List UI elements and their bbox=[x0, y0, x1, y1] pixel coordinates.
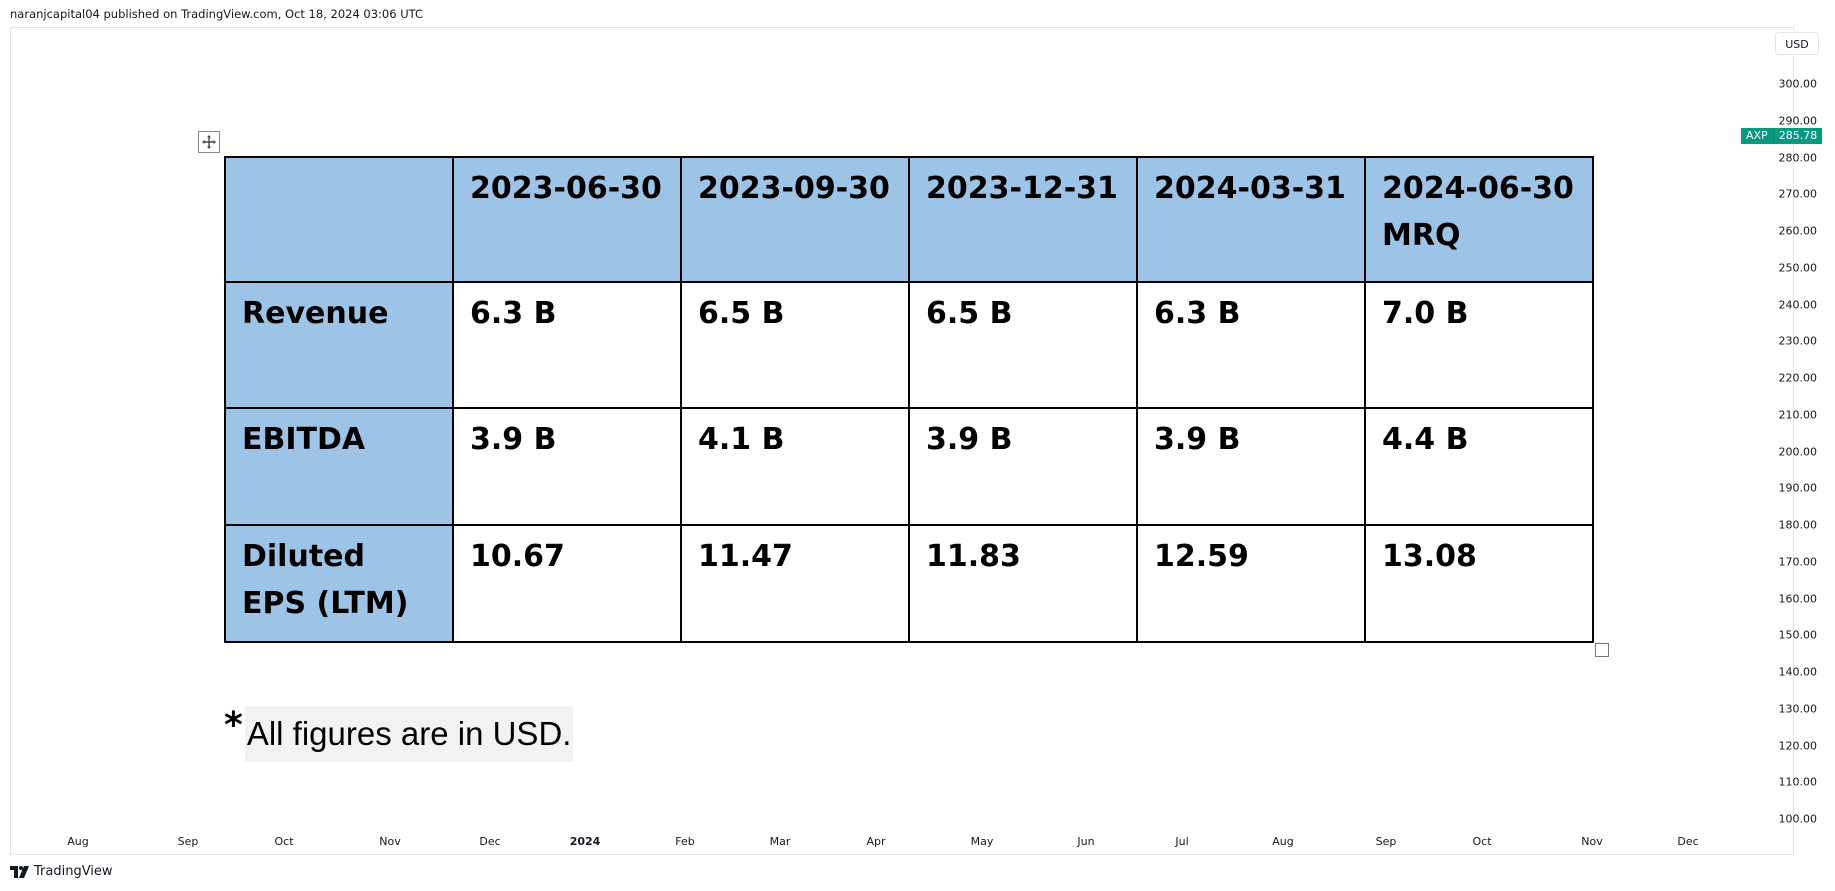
price-tick-label: 210.00 bbox=[1778, 408, 1818, 422]
price-tick-label: 120.00 bbox=[1778, 739, 1818, 752]
price-tick-label: 160.00 bbox=[1778, 592, 1818, 605]
last-price-label: AXP 285.78 bbox=[1741, 128, 1823, 144]
time-tick-label: Nov bbox=[1581, 835, 1603, 848]
price-label-symbol: AXP bbox=[1741, 128, 1774, 144]
chart-frame bbox=[10, 27, 1794, 855]
price-axis[interactable]: 300.00 290.00 280.00 270.00 260.00 250.00 240.… bbox=[1765, 27, 1835, 827]
time-tick-label: Aug bbox=[1272, 835, 1294, 848]
price-tick-label: 180.00 bbox=[1778, 518, 1818, 532]
time-tick-label: Oct bbox=[274, 835, 294, 848]
column-header: 2023-12-31 bbox=[908, 156, 1138, 283]
price-tick-label: 280.00 bbox=[1778, 151, 1818, 164]
time-tick-label: Apr bbox=[866, 835, 886, 848]
table-cell: 3.9 B bbox=[908, 407, 1138, 526]
table-cell: 3.9 B bbox=[452, 407, 682, 526]
price-tick-label: 150.00 bbox=[1778, 628, 1818, 642]
time-tick-label: Oct bbox=[1472, 835, 1492, 848]
price-tick-label: 260.00 bbox=[1778, 224, 1818, 238]
price-tick-label: 190.00 bbox=[1778, 481, 1818, 495]
time-tick-label: Aug bbox=[67, 835, 89, 848]
table-header-row: 2023-06-30 2023-09-30 2023-12-31 2024-03… bbox=[224, 156, 1594, 283]
row-header: Revenue bbox=[224, 281, 454, 409]
time-tick-label: Feb bbox=[675, 835, 695, 848]
footer-brand: TradingView bbox=[34, 864, 113, 879]
time-tick-label: May bbox=[970, 835, 994, 848]
column-header: 2024-03-31 bbox=[1136, 156, 1366, 283]
table-cell: 6.3 B bbox=[1136, 281, 1366, 409]
time-tick-label: Jun bbox=[1077, 835, 1095, 848]
footnote-asterisk: * bbox=[224, 705, 243, 746]
table-row: Diluted EPS (LTM) 10.67 11.47 11.83 12.5… bbox=[224, 524, 1594, 643]
price-tick-label: 300.00 bbox=[1778, 77, 1818, 91]
table-cell: 3.9 B bbox=[1136, 407, 1366, 526]
tradingview-logo[interactable]: TradingView bbox=[10, 864, 113, 879]
table-cell: 11.47 bbox=[680, 524, 910, 643]
price-tick-label: 100.00 bbox=[1778, 812, 1818, 826]
table-cell: 12.59 bbox=[1136, 524, 1366, 643]
time-tick-label: Jul bbox=[1175, 835, 1189, 848]
table-cell: 6.5 B bbox=[680, 281, 910, 409]
time-tick-label: Mar bbox=[769, 835, 791, 848]
time-tick-label: Nov bbox=[379, 835, 401, 848]
time-tick-label: Sep bbox=[177, 835, 199, 848]
price-tick-label: 270.00 bbox=[1778, 187, 1818, 201]
price-tick-label: 110.00 bbox=[1778, 775, 1818, 789]
table-cell: 13.08 bbox=[1364, 524, 1594, 643]
time-axis[interactable]: Aug Sep Oct Nov Dec 2024 Feb Mar Apr May Jun Jul Aug… bbox=[10, 828, 1765, 852]
table-cell: 4.1 B bbox=[680, 407, 910, 526]
table-row: Revenue 6.3 B 6.5 B 6.5 B 6.3 B 7.0 B bbox=[224, 281, 1594, 409]
table-corner-cell bbox=[224, 156, 454, 283]
table-cell: 7.0 B bbox=[1364, 281, 1594, 409]
price-tick-label: 140.00 bbox=[1778, 665, 1818, 679]
time-tick-label: 2024 bbox=[569, 835, 601, 848]
price-label-value: 285.78 bbox=[1773, 128, 1823, 144]
move-handle-icon[interactable] bbox=[198, 131, 220, 153]
price-tick-label: 170.00 bbox=[1778, 555, 1818, 569]
table-cell: 4.4 B bbox=[1364, 407, 1594, 526]
price-tick-label: 250.00 bbox=[1778, 261, 1818, 275]
footnote: * All figures are in USD. bbox=[224, 705, 574, 762]
row-header: EBITDA bbox=[224, 407, 454, 526]
currency-button[interactable]: USD bbox=[1775, 32, 1819, 55]
table-cell: 11.83 bbox=[908, 524, 1138, 643]
table-cell: 6.5 B bbox=[908, 281, 1138, 409]
financials-table: 2023-06-30 2023-09-30 2023-12-31 2024-03… bbox=[224, 156, 1594, 643]
price-tick-label: 240.00 bbox=[1778, 298, 1818, 311]
tradingview-logo-icon bbox=[10, 865, 29, 878]
column-header: 2024-06-30 MRQ bbox=[1364, 156, 1594, 283]
time-tick-label: Dec bbox=[479, 835, 501, 848]
column-header: 2023-06-30 bbox=[452, 156, 682, 283]
price-tick-label: 130.00 bbox=[1778, 702, 1818, 716]
price-tick-label: 290.00 bbox=[1778, 114, 1818, 128]
resize-handle[interactable] bbox=[1595, 643, 1609, 657]
price-tick-label: 220.00 bbox=[1778, 371, 1818, 385]
time-tick-label: Dec bbox=[1677, 835, 1699, 848]
price-tick-label: 200.00 bbox=[1778, 445, 1818, 458]
table-cell: 10.67 bbox=[452, 524, 682, 643]
row-header: Diluted EPS (LTM) bbox=[224, 524, 454, 643]
published-caption: naranjcapital04 published on TradingView… bbox=[10, 7, 424, 21]
footnote-text: All figures are in USD. bbox=[244, 706, 574, 762]
column-header: 2023-09-30 bbox=[680, 156, 910, 283]
price-tick-label: 230.00 bbox=[1778, 334, 1818, 348]
table-row: EBITDA 3.9 B 4.1 B 3.9 B 3.9 B 4.4 B bbox=[224, 407, 1594, 526]
time-tick-label: Sep bbox=[1375, 835, 1397, 848]
table-cell: 6.3 B bbox=[452, 281, 682, 409]
